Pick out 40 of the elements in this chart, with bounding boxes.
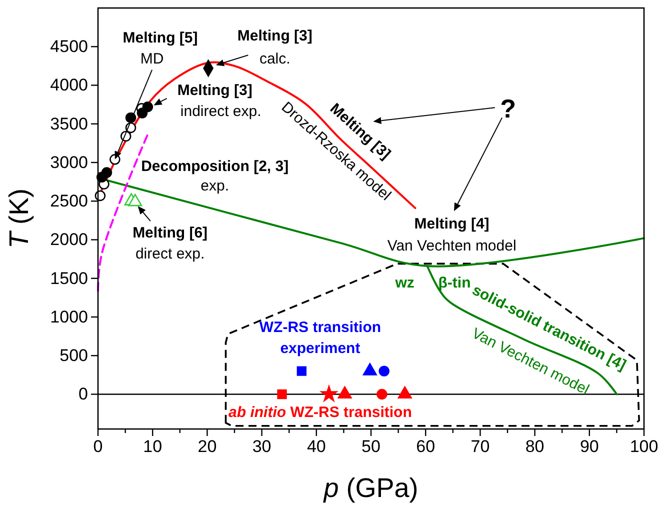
x-axis-title: p (GPa) bbox=[322, 473, 418, 503]
x-tick-label: 100 bbox=[630, 437, 658, 456]
x-tick-label: 10 bbox=[143, 437, 162, 456]
annotation: exp. bbox=[200, 178, 230, 195]
y-tick-label: 2000 bbox=[50, 230, 88, 250]
y-tick-label: 4000 bbox=[50, 76, 88, 95]
x-tick-label: 40 bbox=[306, 437, 326, 456]
x-tick-label: 80 bbox=[525, 437, 544, 456]
annotation: wz bbox=[394, 274, 414, 292]
x-tick-label: 90 bbox=[580, 437, 599, 456]
y-tick-label: 500 bbox=[60, 346, 88, 366]
annotation: Van Vechten model bbox=[387, 237, 516, 254]
y-tick-label: 2500 bbox=[50, 192, 88, 211]
annotation: Melting [3] bbox=[237, 27, 312, 44]
annotation: calc. bbox=[259, 50, 290, 68]
annotation: WZ-RS transition bbox=[259, 319, 382, 336]
y-tick-label: 3500 bbox=[50, 114, 88, 134]
y-axis-title: T (K) bbox=[4, 188, 34, 248]
annotation: indirect exp. bbox=[180, 103, 262, 120]
annotation: Melting [6] bbox=[132, 224, 208, 242]
annotation: ab initio WZ-RS transition bbox=[228, 404, 412, 421]
annotation: direct exp. bbox=[135, 245, 205, 262]
x-tick-label: 50 bbox=[362, 437, 380, 456]
x-tick-label: 30 bbox=[252, 437, 272, 456]
annotation: Melting [5] bbox=[122, 29, 198, 46]
y-tick-label: 1000 bbox=[50, 307, 88, 326]
x-tick-label: 0 bbox=[93, 437, 103, 456]
y-tick-label: 4500 bbox=[50, 37, 88, 56]
x-tick-label: 60 bbox=[416, 437, 436, 456]
annotation: ? bbox=[500, 94, 516, 124]
y-tick-label: 3000 bbox=[50, 152, 88, 172]
y-tick-label: 0 bbox=[78, 384, 88, 404]
annotation: Melting [4] bbox=[414, 215, 490, 232]
annotation: β-tin bbox=[438, 274, 471, 292]
y-tick-label: 1500 bbox=[50, 268, 88, 288]
annotation: experiment bbox=[280, 340, 360, 357]
x-tick-label: 20 bbox=[198, 437, 217, 456]
annotation: Melting [3] bbox=[177, 82, 252, 100]
annotation: MD bbox=[140, 50, 164, 68]
x-tick-label: 70 bbox=[470, 437, 490, 456]
